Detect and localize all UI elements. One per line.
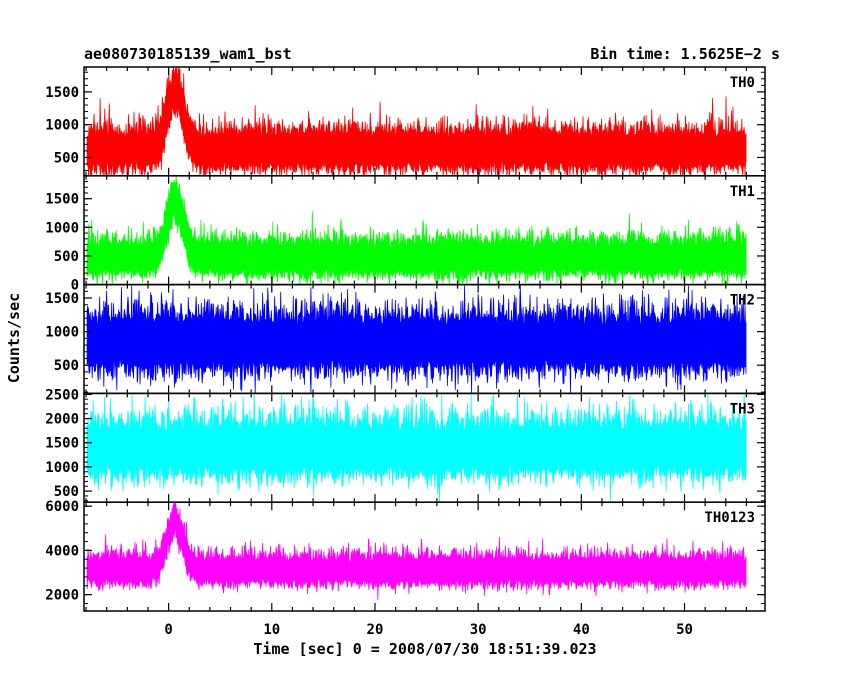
y-tick-label: 500	[54, 150, 79, 166]
panel-th1: 0 500 1000 1500 TH1	[45, 175, 766, 294]
series-th1	[86, 175, 747, 285]
panel-th0123: 2000 4000 6000 TH0123	[45, 499, 766, 612]
x-tick-label: 10	[263, 622, 280, 638]
panel-name-label: TH0123	[704, 510, 755, 526]
y-axis-label: Counts/sec	[5, 293, 23, 383]
y-tick-label: 2500	[45, 387, 79, 403]
y-tick-label: 500	[54, 484, 79, 500]
panel-name-label: TH3	[730, 401, 755, 417]
y-tick-label: 1500	[45, 436, 79, 452]
panel-name-label: TH0	[730, 75, 755, 91]
y-tick-label: 2000	[45, 588, 79, 604]
y-tick-label: 1000	[45, 460, 79, 476]
panel-frame	[83, 501, 766, 612]
y-tick-label: 1000	[45, 325, 79, 341]
x-tick-label: 20	[367, 622, 384, 638]
series-th0	[86, 67, 747, 176]
series-th2	[86, 284, 747, 394]
x-axis-label: Time [sec] 0 = 2008/07/30 18:51:39.023	[253, 640, 596, 658]
y-tick-label: 2000	[45, 412, 79, 428]
chart-title: ae080730185139_wam1_bst	[84, 45, 292, 63]
y-tick-label: 1500	[45, 85, 79, 101]
y-tick-label: 0	[71, 278, 79, 294]
x-tick-label: 30	[470, 622, 487, 638]
x-tick-label: 40	[573, 622, 590, 638]
panel-th3: 500 1000 1500 2000 2500 TH3	[45, 387, 766, 503]
y-tick-label: 1500	[45, 192, 79, 208]
y-tick-label: 4000	[45, 543, 79, 559]
panel-name-label: TH1	[730, 184, 755, 200]
x-tick-label: 50	[676, 622, 693, 638]
panel-th2: 500 1000 1500 TH2	[45, 283, 766, 395]
y-tick-label: 1000	[45, 118, 79, 134]
y-tick-label: 500	[54, 249, 79, 265]
series-th3	[86, 393, 747, 503]
panel-name-label: TH2	[730, 293, 755, 309]
panel-th0: 500 1000 1500 TH0	[45, 66, 766, 177]
y-tick-label: 1500	[45, 291, 79, 307]
y-tick-label: 1000	[45, 220, 79, 236]
y-tick-label: 6000	[45, 499, 79, 515]
bin-time-label: Bin time: 1.5625E−2 s	[590, 45, 780, 63]
x-tick-label: 0	[164, 622, 172, 638]
series-th0123	[86, 502, 747, 601]
y-tick-label: 500	[54, 358, 79, 374]
